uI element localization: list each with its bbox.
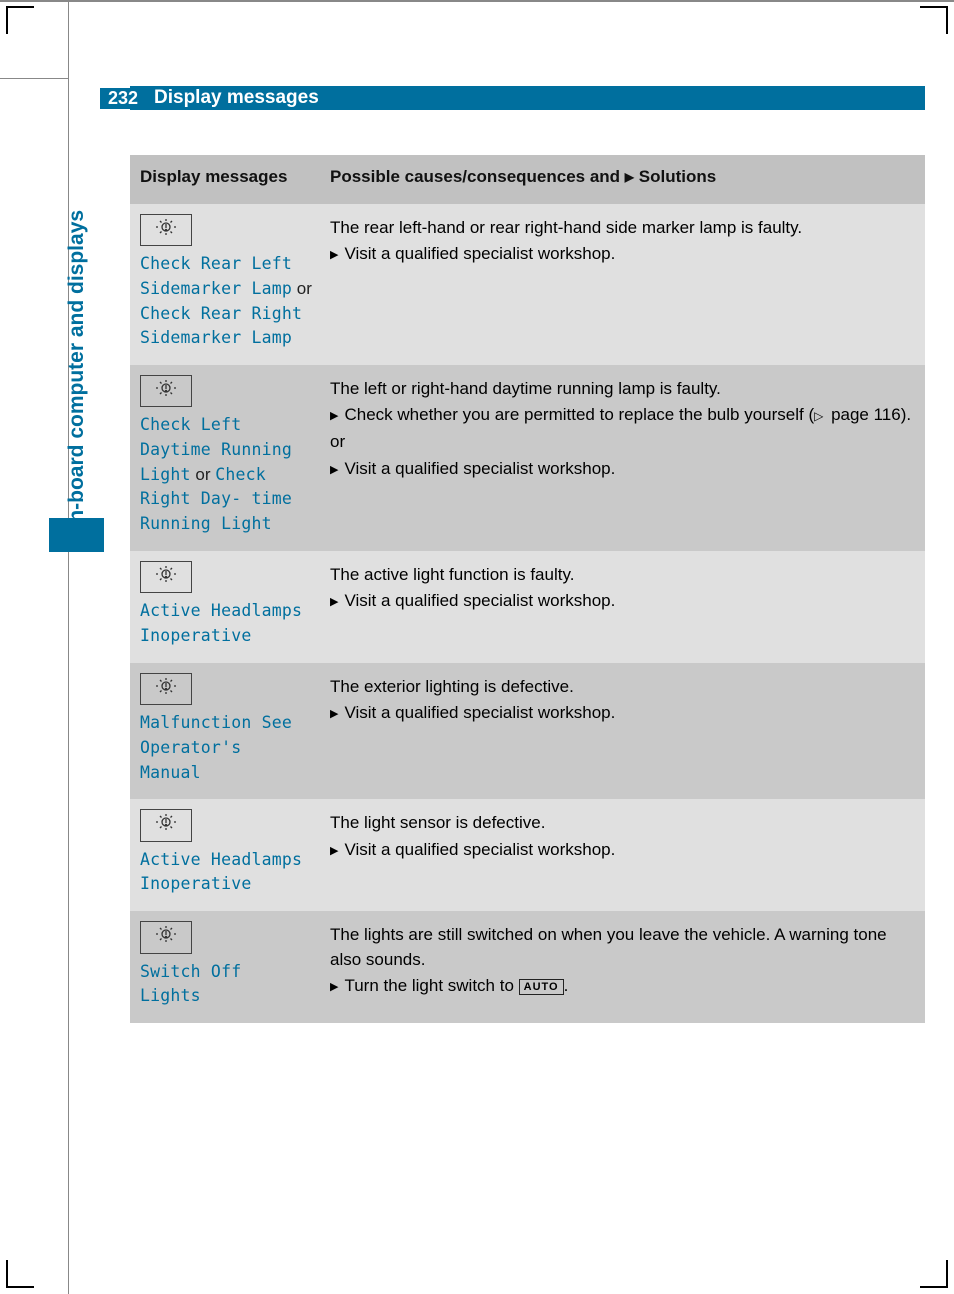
col-header-text-a: Possible causes/consequences and	[330, 167, 625, 186]
display-message: Malfunction See Operator's Manual	[140, 713, 292, 781]
solution-text: Visit a qualified specialist workshop.	[330, 838, 917, 863]
table-row: Active Headlamps Inoperative The active …	[130, 551, 925, 663]
or-text: or	[191, 465, 216, 484]
cause-text: The light sensor is defective.	[330, 811, 917, 836]
cause-text: The exterior lighting is defective.	[330, 675, 917, 700]
display-message: Active Headlamps Inoperative	[140, 601, 302, 645]
page-title: Display messages	[154, 87, 319, 109]
messages-table: Display messages Possible causes/consequ…	[130, 155, 925, 1023]
crop-mark-icon	[6, 1260, 34, 1288]
solution-text: Visit a qualified specialist workshop.	[330, 701, 917, 726]
table-header-row: Display messages Possible causes/consequ…	[130, 155, 925, 204]
solution-text: Check whether you are permitted to repla…	[330, 403, 917, 428]
bulb-warning-icon	[140, 214, 192, 247]
page-ref-text: page 116).	[826, 405, 911, 424]
crop-mark-icon	[6, 6, 34, 34]
table-row: Active Headlamps Inoperative The light s…	[130, 799, 925, 911]
col-header-solutions: Possible causes/consequences and ▶ Solut…	[320, 155, 925, 204]
display-message: Switch Off Lights	[140, 962, 241, 1006]
solution-text-a: Turn the light switch to	[344, 976, 518, 995]
solution-text: Visit a qualified specialist workshop.	[330, 589, 917, 614]
solutions-arrow-icon: ▶	[625, 170, 634, 184]
crop-mark-icon	[920, 1260, 948, 1288]
display-message: Check Rear Left Sidemarker Lamp	[140, 254, 292, 298]
solution-text-b: .	[564, 976, 569, 995]
bulb-warning-icon	[140, 375, 192, 408]
solution-text: Turn the light switch to AUTO.	[330, 974, 917, 999]
col-header-messages: Display messages	[130, 155, 320, 204]
section-tab-marker	[49, 518, 104, 552]
auto-badge: AUTO	[519, 979, 564, 995]
solution-text-a: Check whether you are permitted to repla…	[344, 405, 814, 424]
solution-text: Visit a qualified specialist workshop.	[330, 242, 917, 267]
bulb-warning-icon	[140, 673, 192, 706]
col-header-text-b: Solutions	[634, 167, 716, 186]
page-ref-icon	[814, 405, 826, 424]
cause-text: The lights are still switched on when yo…	[330, 923, 917, 972]
table-row: Check Rear Left Sidemarker Lamp or Check…	[130, 204, 925, 365]
page-header: 232 Display messages	[130, 86, 925, 110]
margin-rule-top	[0, 78, 68, 79]
table-row: Malfunction See Operator's Manual The ex…	[130, 663, 925, 800]
cause-text: The active light function is faulty.	[330, 563, 917, 588]
bulb-warning-icon	[140, 921, 192, 954]
crop-mark-icon	[920, 6, 948, 34]
cause-text: The rear left-hand or rear right-hand si…	[330, 216, 917, 241]
table-row: Switch Off Lights The lights are still s…	[130, 911, 925, 1023]
section-tab-label: On-board computer and displays	[65, 165, 89, 545]
bulb-warning-icon	[140, 809, 192, 842]
bulb-warning-icon	[140, 561, 192, 594]
or-line: or	[330, 430, 917, 455]
solution-text: Visit a qualified specialist workshop.	[330, 457, 917, 482]
or-text: or	[292, 279, 312, 298]
table-row: Check Left Daytime Running Light or Chec…	[130, 365, 925, 551]
cause-text: The left or right-hand daytime running l…	[330, 377, 917, 402]
section-tab: On-board computer and displays	[65, 165, 105, 585]
display-message: Active Headlamps Inoperative	[140, 850, 302, 894]
display-message: Check Rear Right Sidemarker Lamp	[140, 304, 302, 348]
page-number: 232	[100, 88, 142, 109]
